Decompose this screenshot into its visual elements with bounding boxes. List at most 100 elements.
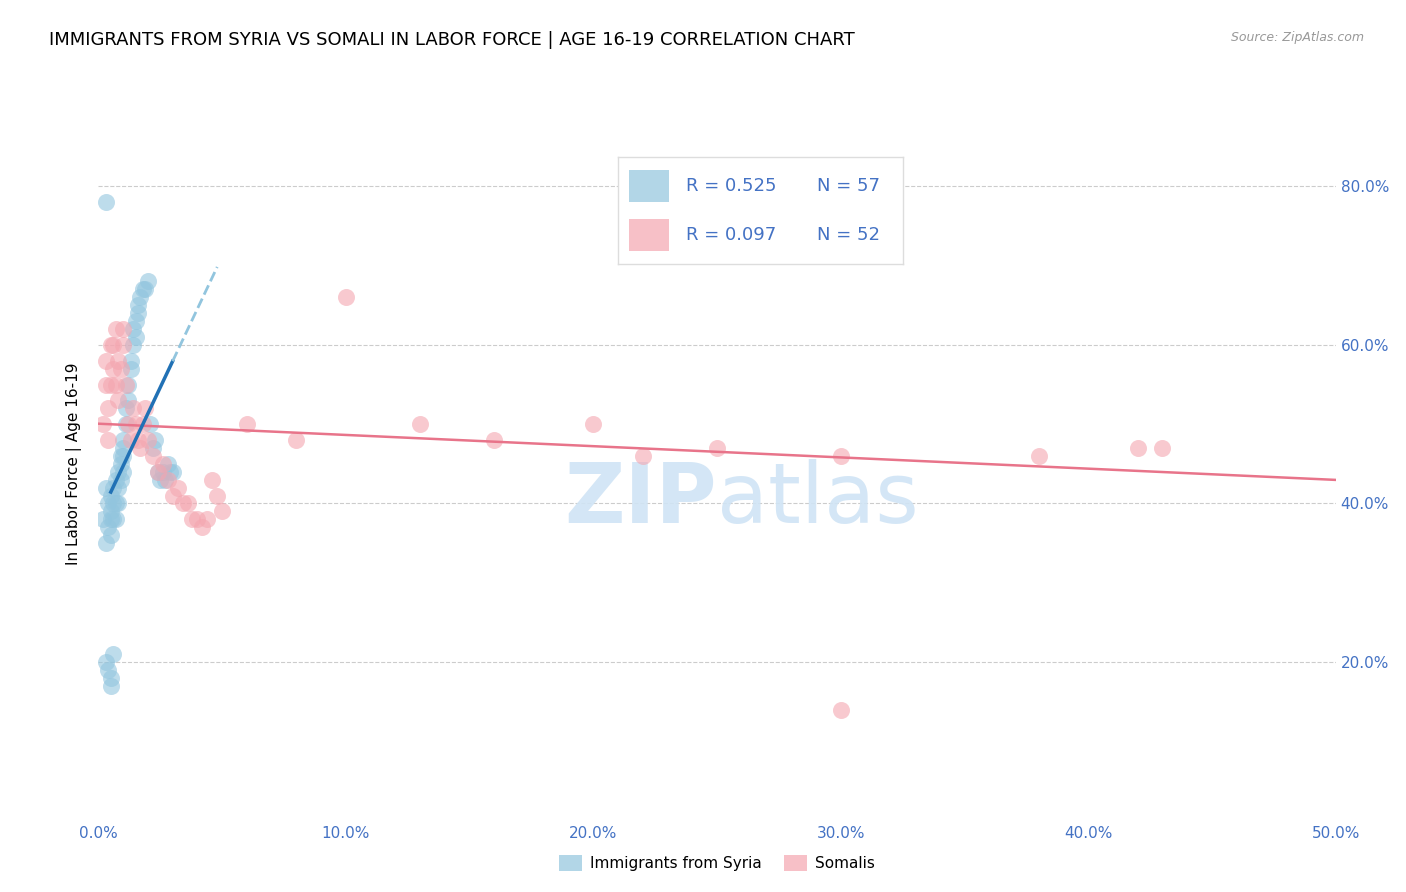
Point (103, 361, 125, 376)
Point (104, 496, 127, 510)
Point (107, 465, 129, 479)
Point (162, 465, 184, 479)
Point (152, 465, 174, 479)
Point (112, 338, 135, 352)
Point (830, 235, 852, 249)
Point (156, 457, 179, 471)
Point (104, 473, 127, 487)
Point (124, 330, 146, 344)
Point (195, 512, 218, 526)
Point (191, 520, 214, 534)
Point (124, 314, 146, 328)
Point (100, 512, 122, 526)
Point (94, 195, 117, 210)
Point (120, 353, 142, 368)
Point (112, 449, 135, 463)
Point (100, 504, 122, 518)
Point (107, 353, 129, 368)
Point (172, 496, 194, 510)
Point (120, 433, 142, 447)
Point (1126, 441, 1149, 455)
Point (110, 473, 132, 487)
Point (142, 449, 165, 463)
Point (110, 449, 132, 463)
Point (582, 417, 605, 432)
Point (146, 465, 169, 479)
Point (100, 377, 122, 392)
Point (124, 417, 146, 432)
Point (155, 473, 177, 487)
Point (132, 417, 155, 432)
Point (112, 433, 135, 447)
Point (285, 433, 308, 447)
Point (181, 512, 204, 526)
Point (211, 504, 233, 518)
Point (103, 512, 125, 526)
Text: ZIP: ZIP (565, 459, 717, 540)
Point (97, 433, 120, 447)
Point (94, 377, 117, 392)
Point (110, 361, 132, 376)
Point (706, 441, 728, 455)
Point (114, 401, 136, 416)
Point (100, 528, 122, 542)
Text: atlas: atlas (717, 459, 918, 540)
Point (122, 338, 145, 352)
Point (1152, 441, 1174, 455)
Point (100, 338, 122, 352)
Point (100, 489, 122, 503)
Point (94, 353, 117, 368)
Point (120, 361, 142, 376)
Point (176, 496, 198, 510)
Point (114, 377, 136, 392)
Point (409, 417, 432, 432)
Point (97, 401, 120, 416)
Point (159, 465, 181, 479)
Point (97, 663, 120, 677)
Point (236, 417, 259, 432)
Point (1028, 449, 1050, 463)
Legend: Immigrants from Syria, Somalis: Immigrants from Syria, Somalis (553, 849, 882, 877)
Point (117, 417, 139, 432)
Point (631, 449, 654, 463)
Point (484, 433, 506, 447)
Point (117, 393, 139, 408)
Point (127, 433, 149, 447)
Point (94, 536, 117, 550)
Point (152, 457, 174, 471)
Point (129, 290, 152, 304)
Point (97, 520, 120, 534)
Point (122, 322, 145, 336)
Point (335, 290, 357, 304)
Point (103, 496, 125, 510)
Point (136, 433, 159, 447)
Point (104, 512, 127, 526)
Point (107, 496, 129, 510)
Point (134, 282, 156, 296)
Point (205, 489, 228, 503)
Point (149, 473, 172, 487)
Point (103, 338, 125, 352)
Point (830, 703, 852, 717)
Point (129, 441, 152, 455)
Point (112, 322, 135, 336)
Point (139, 417, 162, 432)
Point (103, 647, 125, 661)
Point (142, 441, 165, 455)
Point (127, 306, 149, 320)
Point (94, 481, 117, 495)
Point (94, 655, 117, 669)
Point (112, 441, 135, 455)
Point (104, 377, 127, 392)
Point (122, 401, 145, 416)
Point (830, 449, 852, 463)
Point (93, 512, 115, 526)
Point (136, 275, 159, 289)
Text: IMMIGRANTS FROM SYRIA VS SOMALI IN LABOR FORCE | AGE 16-19 CORRELATION CHART: IMMIGRANTS FROM SYRIA VS SOMALI IN LABOR… (49, 31, 855, 49)
Point (100, 679, 122, 693)
Point (146, 465, 169, 479)
Point (156, 473, 179, 487)
Point (162, 489, 184, 503)
Point (107, 393, 129, 408)
Point (117, 377, 139, 392)
